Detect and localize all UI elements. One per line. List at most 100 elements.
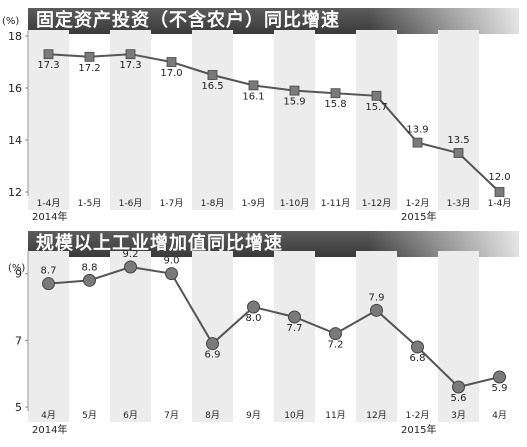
x-category-label: 3月 xyxy=(451,410,466,421)
column-band xyxy=(356,30,397,210)
column-band xyxy=(438,30,479,210)
data-point-marker xyxy=(124,260,137,274)
data-label: 9.0 xyxy=(164,256,180,267)
data-point-marker xyxy=(43,49,54,60)
x-category-label: 1-11月 xyxy=(321,198,350,209)
series-line xyxy=(48,53,501,193)
y-tick-label: 5 xyxy=(15,401,22,414)
data-label: 15.9 xyxy=(283,97,305,108)
data-label: 6.9 xyxy=(205,350,221,361)
data-label: 7.9 xyxy=(369,292,385,303)
column-band xyxy=(274,30,315,210)
data-label: 17.2 xyxy=(78,63,100,74)
data-point-marker xyxy=(370,303,383,317)
data-label: 15.8 xyxy=(324,99,346,110)
y-tick-label: 12 xyxy=(8,186,22,199)
chart-title: 固定资产投资（不含农户）同比增速 xyxy=(36,10,340,31)
x-year-label: 2014年 xyxy=(32,423,67,436)
data-point-marker xyxy=(493,370,506,384)
x-category-label: 1-7月 xyxy=(160,198,184,209)
y-tick-label: 16 xyxy=(8,82,22,95)
y-tick-label: 9 xyxy=(15,268,22,281)
data-point-marker xyxy=(166,57,177,67)
data-point-marker xyxy=(330,88,341,99)
chart-title-bar: 规模以上工业增加值同比增速 xyxy=(28,231,519,257)
data-point-marker xyxy=(248,80,259,91)
data-label: 5.6 xyxy=(451,393,467,404)
data-point-marker xyxy=(494,187,505,197)
x-category-label: 7月 xyxy=(164,410,179,421)
x-category-label: 1-4月 xyxy=(488,198,512,209)
x-category-label: 9月 xyxy=(246,410,261,421)
x-category-label: 1-4月 xyxy=(37,198,61,209)
y-tick-label: 18 xyxy=(8,30,22,43)
data-label: 12.0 xyxy=(488,172,510,183)
data-label: 9.2 xyxy=(123,249,139,260)
x-category-label: 10月 xyxy=(284,410,304,421)
x-category-label: 1-3月 xyxy=(447,198,471,209)
x-category-label: 6月 xyxy=(123,410,138,421)
x-year-label: 2014年 xyxy=(32,210,67,223)
data-label: 7.7 xyxy=(287,323,303,334)
data-point-marker xyxy=(412,137,423,148)
chart-panel-fixed-asset-investment: 固定资产投资（不含农户）同比增速 (%) 12 14 16 18 1-4月 1-5月 1-6… xyxy=(2,8,519,223)
column-band xyxy=(28,30,69,210)
x-category-label: 1-9月 xyxy=(242,198,266,209)
data-label: 13.9 xyxy=(406,125,428,136)
chart-title-bar: 固定资产投资（不含农户）同比增速 xyxy=(28,8,519,34)
x-category-label: 11月 xyxy=(325,410,345,421)
x-year-label: 2015年 xyxy=(401,210,436,223)
data-label: 17.3 xyxy=(119,60,141,71)
x-year-label: 2015年 xyxy=(401,423,436,436)
data-label: 7.2 xyxy=(328,340,344,351)
data-label: 17.3 xyxy=(37,60,59,71)
data-label: 15.7 xyxy=(365,102,387,113)
data-point-marker xyxy=(453,148,464,158)
data-point-marker xyxy=(165,267,178,281)
data-point-marker xyxy=(452,380,465,394)
data-point-marker xyxy=(125,49,136,60)
column-band xyxy=(192,251,233,422)
data-point-marker xyxy=(207,70,218,80)
x-category-label: 5月 xyxy=(82,410,97,421)
x-category-label: 1-5月 xyxy=(78,198,102,209)
y-tick-label: 7 xyxy=(15,334,22,347)
data-point-marker xyxy=(206,337,219,351)
data-point-marker xyxy=(42,277,55,291)
x-category-label: 1-12月 xyxy=(362,198,391,209)
data-point-marker xyxy=(371,90,382,101)
data-label: 5.9 xyxy=(492,383,508,394)
column-band xyxy=(110,251,151,422)
x-category-label: 4月 xyxy=(41,410,56,421)
data-label: 17.0 xyxy=(160,68,182,79)
data-label: 8.0 xyxy=(246,313,262,324)
x-category-label: 1-8月 xyxy=(201,198,225,209)
data-point-marker xyxy=(288,310,301,324)
column-band xyxy=(274,251,315,422)
x-category-label: 1-2月 xyxy=(406,198,430,209)
chart-svg-industrial-value-added: 5 7 9 4月 5月 6月 7月 8月 9月 10月 11月 12月 1-2月 3月 4月 2014年 201… xyxy=(15,249,508,436)
data-point-marker xyxy=(247,300,260,314)
data-label: 8.8 xyxy=(82,262,98,273)
x-category-label: 1-2月 xyxy=(406,410,430,421)
x-category-label: 1-6月 xyxy=(119,198,143,209)
data-point-marker xyxy=(289,85,300,96)
y-unit-label: (%) xyxy=(2,16,20,27)
x-category-label: 8月 xyxy=(205,410,220,421)
data-label: 8.7 xyxy=(41,266,57,277)
y-unit-label: (%) xyxy=(8,263,26,274)
y-tick-label: 14 xyxy=(8,134,22,147)
series-line xyxy=(48,265,500,389)
data-label: 13.5 xyxy=(447,135,469,146)
x-category-label: 12月 xyxy=(366,410,386,421)
data-label: 16.1 xyxy=(242,91,264,102)
data-point-marker xyxy=(83,273,96,287)
x-category-label: 4月 xyxy=(492,410,507,421)
chart-svg-fixed-asset-investment: 12 14 16 18 1-4月 1-5月 1-6月 1-7月 1-8月 1-9月 1-10月 1-1… xyxy=(8,30,512,223)
chart-title: 规模以上工业增加值同比增速 xyxy=(36,233,283,254)
x-category-label: 1-10月 xyxy=(280,198,309,209)
data-point-marker xyxy=(411,340,424,354)
data-label: 6.8 xyxy=(410,353,426,364)
data-point-marker xyxy=(329,327,342,341)
data-point-marker xyxy=(84,51,95,62)
